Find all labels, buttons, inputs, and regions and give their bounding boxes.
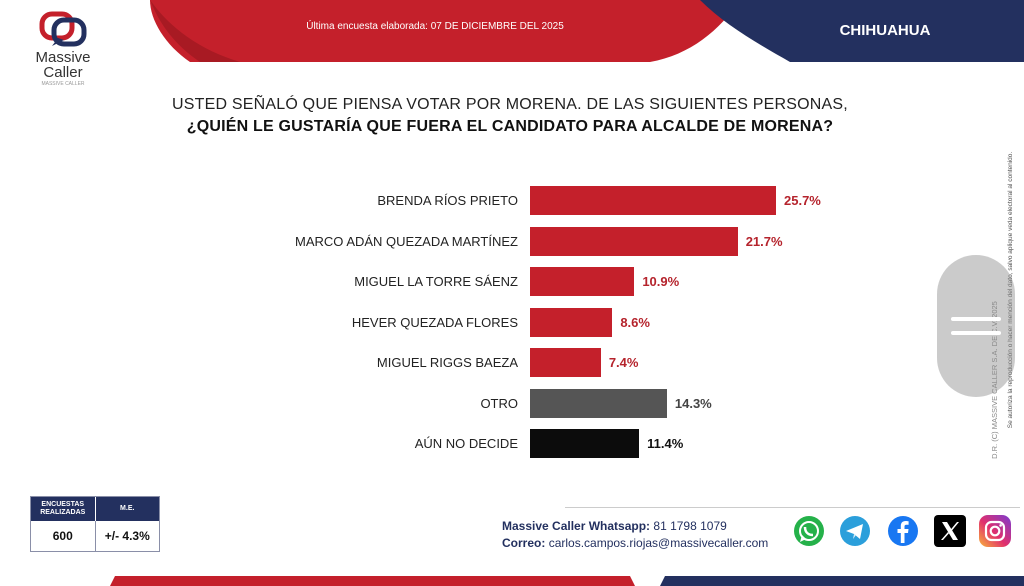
brand-tagline: MASSIVE CALLER — [41, 81, 85, 87]
bar-chart: BRENDA RÍOS PRIETO 25.7% MARCO ADÁN QUEZAD… — [240, 180, 860, 470]
instagram-icon[interactable] — [978, 514, 1012, 548]
question-line-1: USTED SEÑALÓ QUE PIENSA VOTAR POR MORENA… — [172, 96, 848, 113]
email-address[interactable]: carlos.campos.riojas@massivecaller.com — [548, 536, 769, 550]
email-label: Correo: — [502, 536, 546, 550]
question-block: USTED SEÑALÓ QUE PIENSA VOTAR POR MORENA… — [150, 96, 870, 136]
telegram-icon[interactable] — [838, 514, 872, 548]
brand-name: Massive Caller — [35, 49, 91, 81]
facebook-icon[interactable] — [886, 514, 920, 548]
contact-info: Massive Caller Whatsapp: 81 1798 1079 Co… — [502, 518, 768, 552]
footer-divider — [565, 507, 1020, 508]
state-name: CHIHUAHUA — [839, 22, 931, 39]
side-disclaimer: D.R. (C) MASSIVE CALLER S.A. DE C.V. 202… — [990, 152, 1014, 459]
bar — [530, 226, 738, 256]
brand-logo: Massive Caller MASSIVE CALLER — [18, 8, 108, 88]
whatsapp-number[interactable]: 81 1798 1079 — [653, 519, 727, 533]
bar — [530, 388, 667, 418]
margin-error-value: +/- 4.3% — [104, 529, 150, 543]
value-label: 14.3% — [674, 395, 712, 411]
logo-mark-icon — [39, 11, 87, 47]
whatsapp-label: Massive Caller Whatsapp: — [502, 519, 651, 533]
value-label: 25.7% — [784, 193, 821, 208]
handle-grip-line — [951, 317, 1001, 321]
bottom-strip — [110, 576, 1024, 586]
margin-error-header: M.E. — [120, 505, 135, 512]
category-label: MIGUEL LA TORRE SÁENZ — [354, 274, 518, 289]
category-label: MIGUEL RIGGS BAEZA — [376, 355, 518, 370]
value-label: 7.4% — [608, 355, 639, 370]
sample-size-value: 600 — [31, 521, 96, 551]
value-label: 10.9% — [642, 274, 680, 289]
handle-grip-line — [951, 331, 1001, 335]
category-label: AÚN NO DECIDE — [414, 436, 518, 451]
bar — [530, 267, 635, 296]
whatsapp-icon[interactable] — [792, 514, 826, 548]
category-label: BRENDA RÍOS PRIETO — [377, 193, 518, 208]
category-label: OTRO — [480, 395, 518, 411]
survey-meta-table: ENCUESTAS REALIZADAS M.E. 600 +/- 4.3% — [30, 496, 160, 552]
category-label: MARCO ADÁN QUEZADA MARTÍNEZ — [295, 233, 518, 249]
question-line-2: ¿QUIÉN LE GUSTARÍA QUE FUERA EL CANDIDAT… — [186, 118, 834, 135]
scroll-handle[interactable] — [937, 255, 1015, 397]
copyright-notice: D.R. (C) MASSIVE CALLER S.A. DE C.V. 202… — [990, 301, 999, 459]
bar — [530, 348, 601, 377]
survey-date: Última encuesta elaborada: 07 DE DICIEMB… — [306, 21, 564, 32]
bar — [530, 307, 613, 337]
value-label: 8.6% — [620, 314, 650, 330]
bar — [530, 429, 640, 458]
category-label: HEVER QUEZADA FLORES — [351, 314, 518, 330]
header-banner: Última encuesta elaborada: 07 DE DICIEMB… — [0, 0, 1024, 62]
reproduction-notice: Se autoriza la reproducción o hacer menc… — [1007, 152, 1014, 429]
bar — [530, 186, 776, 215]
value-label: 11.4% — [647, 436, 684, 451]
header-background — [150, 0, 1024, 62]
value-label: 21.7% — [745, 233, 783, 249]
sample-size-header: ENCUESTAS REALIZADAS — [31, 497, 96, 521]
x-icon[interactable] — [933, 514, 967, 548]
